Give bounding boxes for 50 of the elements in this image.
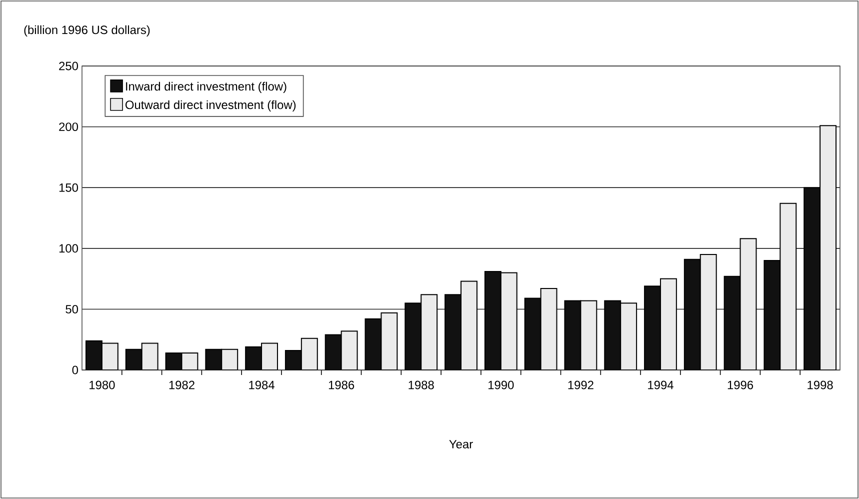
x-axis-title: Year [449, 440, 473, 448]
y-tick-label: 0 [72, 366, 78, 374]
bar [524, 298, 542, 370]
bar [324, 334, 342, 370]
bar [460, 280, 478, 370]
bar [804, 187, 821, 370]
bar [404, 302, 422, 370]
bar [644, 286, 661, 370]
y-tick-label: 200 [59, 122, 78, 132]
y-tick-label: 50 [66, 304, 78, 314]
bar [340, 330, 358, 370]
bar [740, 238, 757, 370]
legend-label: Inward direct investment (flow) [126, 82, 286, 93]
bar [564, 300, 582, 370]
bar [300, 338, 318, 370]
bar [444, 294, 462, 370]
bar [620, 302, 638, 370]
x-tick-label: 1998 [808, 380, 833, 390]
bar [484, 271, 502, 370]
y-tick-label: 250 [59, 62, 78, 70]
y-axis-title: (billion 1996 US dollars) [24, 25, 150, 36]
bar [262, 343, 278, 370]
x-tick-label: 1986 [328, 380, 354, 390]
bar [700, 254, 717, 370]
bar [580, 300, 598, 370]
bar [540, 288, 558, 370]
bar [420, 294, 438, 370]
x-tick-label: 1982 [169, 380, 194, 390]
bar [724, 276, 741, 370]
x-tick-label: 1984 [249, 380, 274, 390]
x-tick-label: 1992 [568, 380, 594, 390]
bar [380, 312, 398, 370]
x-tick-label: 1980 [90, 380, 115, 390]
legend-label: Outward direct investment (flow) [125, 100, 296, 112]
x-tick-label: 1988 [408, 380, 434, 390]
bar [660, 278, 677, 370]
bar [684, 258, 701, 370]
y-tick-label: 100 [59, 244, 78, 253]
x-tick-label: 1990 [488, 380, 514, 390]
bar [85, 340, 102, 370]
x-tick-label: 1996 [728, 380, 754, 390]
bar [764, 260, 781, 370]
bar [101, 342, 118, 370]
bar [604, 300, 622, 370]
y-tick-label: 150 [59, 183, 78, 192]
x-tick-label: 1994 [648, 380, 674, 390]
bar [141, 342, 158, 370]
bar [500, 272, 518, 370]
bar [820, 125, 837, 370]
bar [780, 202, 797, 370]
